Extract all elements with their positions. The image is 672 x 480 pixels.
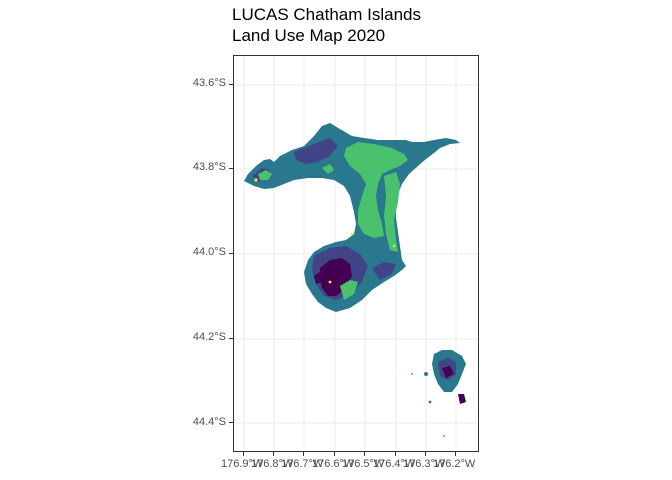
- map-title-line-2: Land Use Map 2020: [232, 26, 386, 45]
- scrub-south-coast: [340, 280, 358, 300]
- grassland-isthmus-east: [384, 172, 400, 252]
- map-title-line-1: LUCAS Chatham Islands: [232, 5, 421, 24]
- x-axis-label-7: 176.3°W: [403, 458, 446, 470]
- chatham-island-outline: [244, 123, 460, 312]
- islet-2: [428, 400, 432, 404]
- forest-patch-north: [294, 138, 338, 164]
- x-axis-label-4: 176.6°W: [312, 458, 355, 470]
- wetland-fleck-3: [328, 280, 332, 284]
- wetland-fleck-4: [392, 244, 396, 248]
- native-forest-south-small: [314, 272, 322, 284]
- x-tick-2: [273, 452, 274, 456]
- map-panel: [233, 55, 479, 452]
- map-title: LUCAS Chatham Islands Land Use Map 2020: [232, 4, 421, 46]
- y-tick-2: [229, 168, 233, 169]
- x-axis-label-2: 176.8°W: [251, 458, 294, 470]
- y-tick-4: [229, 338, 233, 339]
- x-tick-8: [455, 452, 456, 456]
- y-tick-3: [229, 253, 233, 254]
- map-canvas: [234, 56, 478, 451]
- y-axis-label-1: 43.6°S: [192, 77, 226, 89]
- islet-1: [424, 372, 428, 376]
- chatham-island: [244, 123, 460, 312]
- te-whanga-lagoon: [344, 142, 408, 238]
- x-axis-label-5: 176.5°W: [342, 458, 385, 470]
- pitt-island-native-forest: [442, 366, 454, 378]
- x-tick-4: [334, 452, 335, 456]
- forest-patch-southeast: [372, 262, 396, 280]
- x-axis-label-8: 176.2°W: [433, 458, 476, 470]
- x-axis-label-3: 176.7°W: [281, 458, 324, 470]
- y-axis-label-3: 44.0°S: [192, 246, 226, 258]
- y-axis-label-4: 44.2°S: [192, 331, 226, 343]
- x-axis-label-1: 176.9°W: [221, 458, 264, 470]
- y-tick-5: [229, 422, 233, 423]
- wetland-fleck-1: [254, 178, 258, 182]
- x-tick-5: [364, 452, 365, 456]
- y-axis-label-5: 44.4°S: [192, 416, 226, 428]
- x-tick-1: [243, 452, 244, 456]
- x-tick-3: [303, 452, 304, 456]
- y-tick-1: [229, 84, 233, 85]
- south-east-island: [458, 394, 466, 404]
- x-tick-6: [395, 452, 396, 456]
- grassland-west: [258, 170, 272, 180]
- islet-3: [443, 435, 445, 437]
- x-tick-7: [425, 452, 426, 456]
- wetland-fleck-2: [350, 232, 354, 236]
- pitt-island: [411, 350, 466, 437]
- y-axis-label-2: 43.8°S: [192, 161, 226, 173]
- x-axis-label-6: 176.4°W: [373, 458, 416, 470]
- islet-4: [411, 373, 413, 375]
- grassland-north-patch: [322, 164, 334, 174]
